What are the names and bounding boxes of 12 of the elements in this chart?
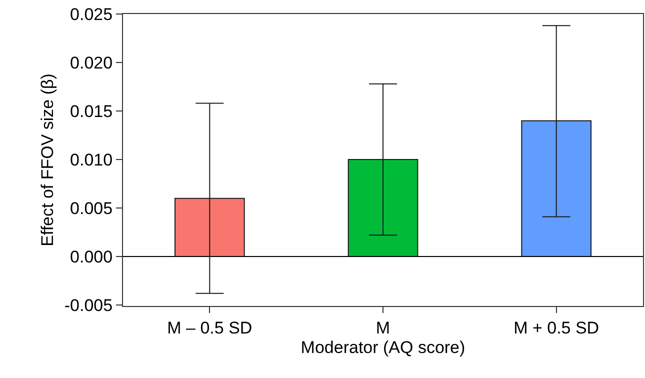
y-tick-label: 0.020 xyxy=(70,53,113,72)
x-tick-label: M – 0.5 SD xyxy=(167,318,252,338)
y-tick-label: 0.025 xyxy=(70,4,113,24)
y-tick-label: 0.010 xyxy=(70,150,113,170)
x-tick-label: M + 0.5 SD xyxy=(514,318,600,338)
y-tick-label: 0.005 xyxy=(70,198,113,218)
y-tick-label: 0.000 xyxy=(70,247,113,266)
y-axis-title: Effect of FFOV size (β) xyxy=(38,74,57,246)
x-tick-label: M xyxy=(376,318,390,338)
y-tick-label: 0.015 xyxy=(70,102,113,121)
y-tick-label: -0.005 xyxy=(64,296,113,315)
x-axis-title: Moderator (AQ score) xyxy=(300,338,466,357)
